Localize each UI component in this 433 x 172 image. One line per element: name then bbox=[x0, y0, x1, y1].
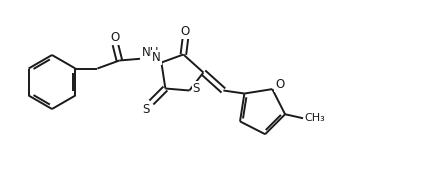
Text: CH₃: CH₃ bbox=[305, 113, 326, 123]
Text: O: O bbox=[181, 25, 190, 38]
Text: O: O bbox=[276, 78, 285, 91]
Text: N: N bbox=[152, 51, 161, 64]
Text: O: O bbox=[111, 31, 120, 44]
Text: S: S bbox=[193, 82, 200, 95]
Text: S: S bbox=[143, 103, 150, 116]
Text: NH: NH bbox=[142, 46, 159, 59]
